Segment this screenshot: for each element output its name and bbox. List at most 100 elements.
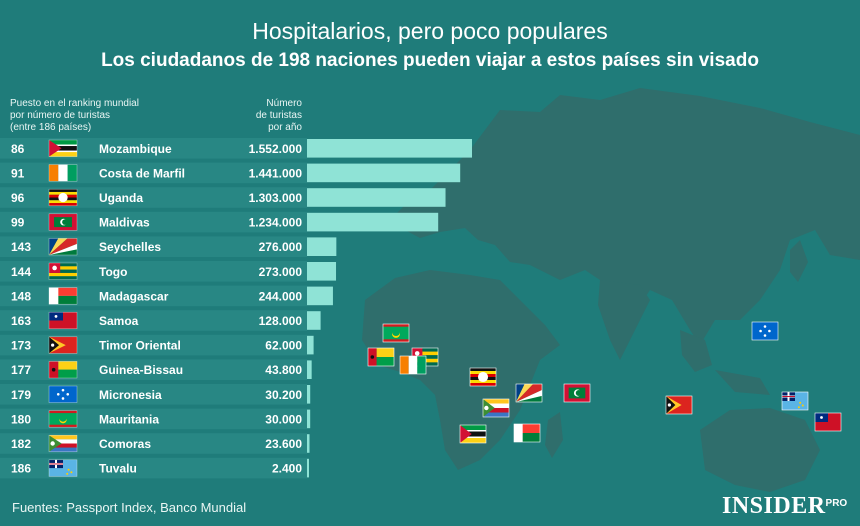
- value-label: 273.000: [259, 265, 303, 279]
- flag-part: [408, 356, 418, 374]
- bar: [307, 212, 439, 232]
- rank-header-line-1: Puesto en el ranking mundial: [10, 98, 139, 109]
- bar: [307, 458, 309, 478]
- flag-part: [62, 219, 68, 225]
- value-label: 23.600: [265, 437, 302, 451]
- flag-part: [460, 437, 486, 443]
- flag-part: [417, 356, 426, 374]
- flag-part: [370, 355, 375, 359]
- flag-part: [49, 140, 77, 146]
- value-label: 128.000: [259, 314, 303, 328]
- flag-part: [483, 408, 509, 413]
- rank-header-line-2: por número de turistas: [10, 110, 111, 121]
- country-label: Timor Oriental: [99, 339, 181, 353]
- flag-part: [392, 328, 400, 337]
- rank-label: 91: [11, 166, 25, 180]
- bar: [307, 163, 461, 183]
- flag-part: [460, 425, 472, 443]
- flag-part: [483, 412, 509, 417]
- flag-part: [49, 203, 77, 206]
- flag-part: [54, 314, 58, 318]
- flag-part: [484, 405, 489, 411]
- flag-part: [516, 389, 542, 402]
- rank-label: 86: [11, 142, 25, 156]
- flag-comoros-icon: [48, 434, 78, 453]
- country-label: Mauritania: [99, 412, 159, 426]
- map-flag-cote-divoire-icon: [399, 355, 427, 375]
- country-label: Madagascar: [99, 289, 169, 303]
- flag-part: [49, 463, 63, 465]
- flag-part: [667, 403, 671, 407]
- rank-label: 179: [11, 388, 31, 402]
- value-label: 276.000: [259, 240, 303, 254]
- table-row-bg: [0, 433, 307, 454]
- country-label: Micronesia: [99, 388, 162, 402]
- flag-madagascar-icon: [48, 287, 78, 305]
- map-flag-madagascar-icon: [513, 423, 541, 443]
- map-flag-maldives-icon: [563, 383, 591, 403]
- rank-header-line-3: (entre 186 países): [10, 122, 92, 133]
- bar: [307, 311, 321, 330]
- flag-part: [376, 357, 394, 366]
- flag-part: [516, 384, 542, 402]
- flag-border: [459, 424, 487, 444]
- flag-border: [751, 321, 779, 341]
- value-label: 1.552.000: [249, 142, 303, 156]
- flag-part: [483, 403, 509, 408]
- flag-togo-icon: [48, 262, 78, 280]
- flag-part: [412, 351, 438, 356]
- flag-maldives-icon: [48, 213, 78, 231]
- rank-column-header: Puesto en el ranking mundial por número …: [10, 98, 180, 134]
- flag-part: [49, 145, 77, 152]
- flag-mauritania-icon: [48, 410, 78, 428]
- flag-part: [49, 435, 77, 440]
- flag-border: [515, 383, 543, 403]
- flag-part: [49, 243, 77, 255]
- flag-part: [483, 399, 495, 417]
- flag-border: [367, 347, 395, 367]
- flag-border: [48, 238, 78, 256]
- bar: [307, 262, 337, 281]
- flag-part: [49, 443, 77, 448]
- flag-part: [460, 436, 486, 438]
- value-label: 1.441.000: [249, 166, 303, 180]
- flag-part: [49, 447, 77, 452]
- flag-border: [48, 213, 78, 231]
- value-label: 2.400: [272, 462, 302, 476]
- flag-part: [49, 238, 77, 255]
- value-header-line-2: de turistas: [255, 110, 302, 121]
- flag-guinea-bissau-icon: [48, 361, 78, 379]
- rank-label: 144: [11, 265, 31, 279]
- flag-part: [58, 361, 77, 370]
- flag-part: [49, 263, 77, 267]
- flag-part: [763, 325, 767, 328]
- flag-part: [49, 189, 77, 192]
- bar: [307, 409, 311, 429]
- flag-border: [563, 383, 591, 403]
- country-label: Maldivas: [99, 216, 150, 230]
- flag-border: [814, 412, 842, 432]
- bar: [307, 139, 472, 158]
- flag-part: [49, 150, 77, 153]
- flag-border: [382, 323, 410, 343]
- map-flag-mozambique-icon: [459, 424, 487, 444]
- rank-label: 143: [11, 240, 31, 254]
- flag-cote-divoire-icon: [48, 164, 78, 182]
- flag-border: [48, 434, 78, 453]
- flag-part: [460, 431, 486, 437]
- flag-border: [665, 395, 693, 415]
- map-flag-timor-leste-icon: [665, 395, 693, 415]
- rank-label: 177: [11, 363, 31, 377]
- flag-part: [49, 439, 77, 444]
- flag-uganda-icon: [48, 188, 78, 207]
- flag-part: [67, 164, 77, 182]
- flag-border: [48, 164, 78, 182]
- flag-part: [516, 384, 525, 402]
- country-label: Seychelles: [99, 240, 161, 254]
- flag-part: [412, 348, 438, 352]
- flag-mozambique-icon: [48, 139, 78, 157]
- flag-part: [66, 472, 69, 475]
- bar: [307, 335, 314, 355]
- flag-part: [400, 356, 409, 374]
